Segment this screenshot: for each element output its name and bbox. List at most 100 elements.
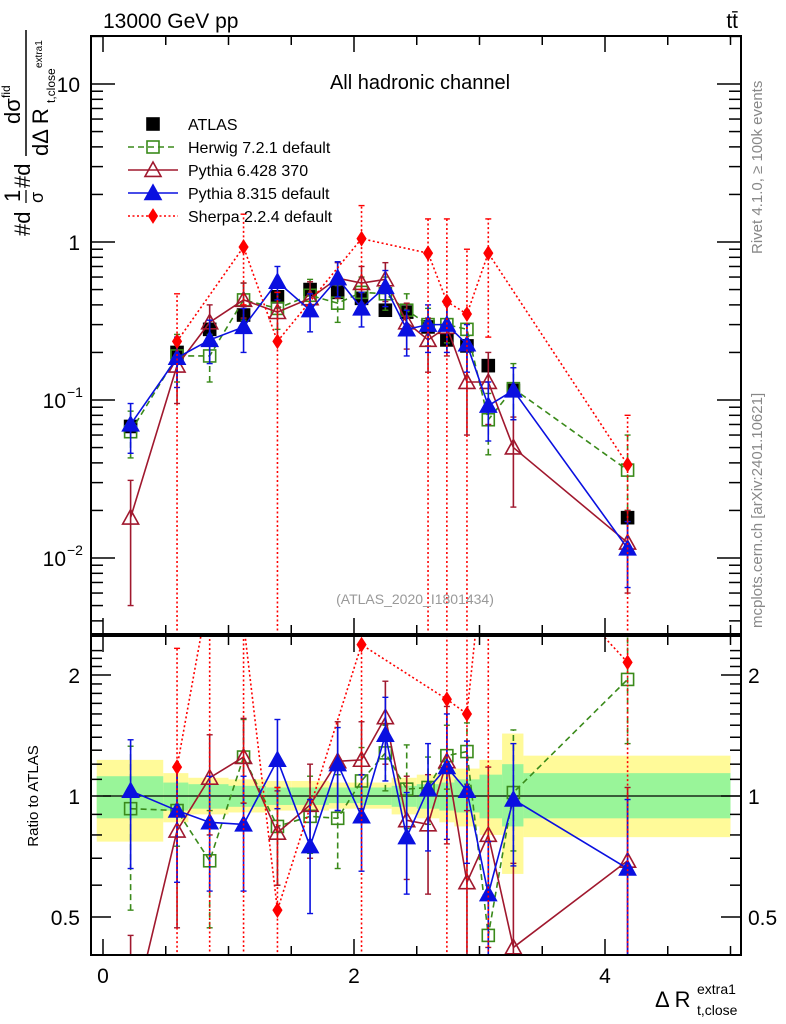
- data-point: [441, 691, 452, 708]
- legend-marker: [147, 208, 159, 224]
- legend-entry: Herwig 7.2.1 default: [128, 140, 331, 157]
- data-point: [239, 616, 248, 630]
- series-line: [130, 734, 629, 895]
- data-point: [200, 330, 220, 348]
- series-line: [129, 276, 629, 549]
- data-point: [461, 306, 473, 322]
- legend-entry: Pythia 8.315 default: [128, 183, 330, 203]
- ratio-y-tick-label-right: 0.5: [748, 907, 777, 930]
- data-point: [356, 230, 367, 247]
- legend-entry: ATLAS: [146, 117, 238, 134]
- data-point: [234, 290, 253, 308]
- data-point: [397, 319, 417, 337]
- svg-text:#d: #d: [10, 164, 35, 188]
- legend-entry: Sherpa 2.2.4 default: [128, 208, 333, 226]
- x-axis-title: Δ R extra1 t,close: [655, 981, 738, 1018]
- svg-text:1: 1: [0, 190, 25, 202]
- data-point: [123, 1017, 139, 1024]
- legend-entry: Pythia 6.428 370: [128, 160, 308, 180]
- x-tick-label: 4: [599, 965, 611, 988]
- data-point: [397, 827, 417, 845]
- series-line: [129, 291, 629, 471]
- energy-label: 13000 GeV pp: [103, 10, 238, 33]
- data-point: [268, 750, 287, 768]
- svg-text:−1: −1: [67, 384, 83, 400]
- series-line: [129, 277, 629, 544]
- series-atlas: [123, 282, 635, 525]
- svg-text:Δ R: Δ R: [655, 987, 690, 1012]
- data-point: [328, 754, 348, 772]
- y-tick-label: 10: [57, 74, 80, 97]
- svg-text:−2: −2: [67, 542, 83, 558]
- series-line: [146, 714, 629, 955]
- x-tick-label: 2: [348, 965, 360, 988]
- data-point: [300, 300, 320, 318]
- data-point: [272, 333, 283, 350]
- data-point: [483, 245, 494, 262]
- legend: ATLAS Herwig 7.2.1 default Pythia 6.428 37…: [128, 117, 333, 226]
- svg-text:dσ: dσ: [0, 98, 25, 124]
- data-point: [504, 789, 523, 807]
- legend-label: ATLAS: [188, 117, 238, 134]
- mcplots-label: mcplots.cern.ch [arXiv:2401.10621]: [749, 393, 766, 628]
- series-pythia-8-315-default: [121, 696, 637, 955]
- data-point: [504, 437, 523, 455]
- series-line: [176, 237, 629, 466]
- data-point: [205, 581, 214, 595]
- series-sherpa-2-2-4-default: [171, 505, 633, 955]
- svg-text:extra1: extra1: [697, 981, 736, 997]
- svg-text:fid: fid: [0, 85, 13, 98]
- data-point: [272, 902, 283, 919]
- data-point: [376, 725, 395, 742]
- legend-label: Sherpa 2.2.4 default: [188, 209, 333, 226]
- svg-text:t,close: t,close: [697, 1002, 738, 1018]
- uncertainty-band-inner: [328, 787, 361, 804]
- legend-marker: [143, 183, 163, 201]
- svg-text:10: 10: [43, 390, 66, 413]
- data-point: [121, 508, 140, 525]
- svg-text:σ: σ: [27, 192, 47, 203]
- ratio-y-tick-label-right: 2: [748, 665, 760, 688]
- data-point: [121, 414, 140, 432]
- y-tick-label: 10 −1: [43, 384, 84, 413]
- ratio-y-axis-title: Ratio to ATLAS: [25, 745, 42, 846]
- series-pythia-8-315-default: [121, 261, 637, 589]
- legend-marker: [146, 117, 160, 131]
- data-point: [356, 636, 367, 653]
- main-title: All hadronic channel: [330, 72, 510, 94]
- data-point: [504, 937, 523, 955]
- data-point: [171, 333, 183, 350]
- ratio-y-tick-label-right: 1: [748, 786, 760, 809]
- data-point: [484, 505, 493, 519]
- data-point: [461, 706, 473, 722]
- rivet-label: Rivet 4.1.0, ≥ 100k events: [749, 81, 766, 254]
- data-point: [422, 245, 434, 262]
- data-point: [330, 811, 345, 826]
- data-point: [121, 781, 140, 799]
- data-point: [620, 672, 635, 687]
- process-label: tt̄: [726, 10, 738, 33]
- data-point: [234, 317, 253, 335]
- data-point: [300, 836, 320, 854]
- svg-text:extra1: extra1: [34, 40, 45, 68]
- legend-marker: [146, 140, 160, 154]
- data-point: [352, 298, 371, 316]
- data-point: [441, 293, 452, 310]
- svg-text:#d: #d: [10, 212, 35, 236]
- legend-label: Herwig 7.2.1 default: [188, 140, 331, 157]
- legend-label: Pythia 6.428 370: [188, 163, 308, 180]
- series-line: [176, 636, 629, 911]
- legend-marker: [143, 160, 163, 178]
- ratio-y-tick-label: 0.5: [51, 907, 80, 930]
- series-sherpa-2-2-4-default: [171, 204, 633, 634]
- data-point: [418, 779, 438, 797]
- y-tick-label: 10 −2: [43, 542, 84, 571]
- data-point: [504, 380, 523, 398]
- svg-text:t,close: t,close: [44, 68, 58, 103]
- legend-label: Pythia 8.315 default: [188, 186, 330, 203]
- series-line: [130, 678, 629, 936]
- series-pythia-6-428-370: [123, 680, 637, 1024]
- data-point: [622, 456, 633, 473]
